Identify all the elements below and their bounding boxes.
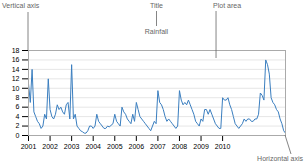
- svg-text:0: 0: [16, 132, 20, 139]
- svg-text:2005: 2005: [107, 143, 123, 150]
- svg-text:12: 12: [12, 75, 20, 82]
- svg-text:2006: 2006: [129, 143, 145, 150]
- svg-text:2003: 2003: [64, 143, 80, 150]
- svg-text:14: 14: [12, 66, 20, 73]
- svg-text:6: 6: [16, 103, 20, 110]
- svg-text:2004: 2004: [85, 143, 101, 150]
- svg-text:2001: 2001: [21, 143, 37, 150]
- svg-text:2007: 2007: [150, 143, 166, 150]
- svg-text:2008: 2008: [172, 143, 188, 150]
- svg-text:Title: Title: [150, 2, 163, 9]
- svg-text:10: 10: [12, 85, 20, 92]
- svg-text:2: 2: [16, 122, 20, 129]
- svg-text:8: 8: [16, 94, 20, 101]
- svg-text:Plot area: Plot area: [213, 2, 241, 9]
- svg-text:Horizontal axis: Horizontal axis: [257, 155, 303, 162]
- svg-text:16: 16: [12, 56, 20, 63]
- svg-text:Vertical axis: Vertical axis: [2, 2, 40, 9]
- svg-text:18: 18: [12, 47, 20, 54]
- svg-text:2009: 2009: [193, 143, 209, 150]
- svg-text:2002: 2002: [42, 143, 58, 150]
- svg-text:4: 4: [16, 113, 20, 120]
- svg-text:Rainfall: Rainfall: [145, 28, 169, 35]
- svg-text:2010: 2010: [215, 143, 231, 150]
